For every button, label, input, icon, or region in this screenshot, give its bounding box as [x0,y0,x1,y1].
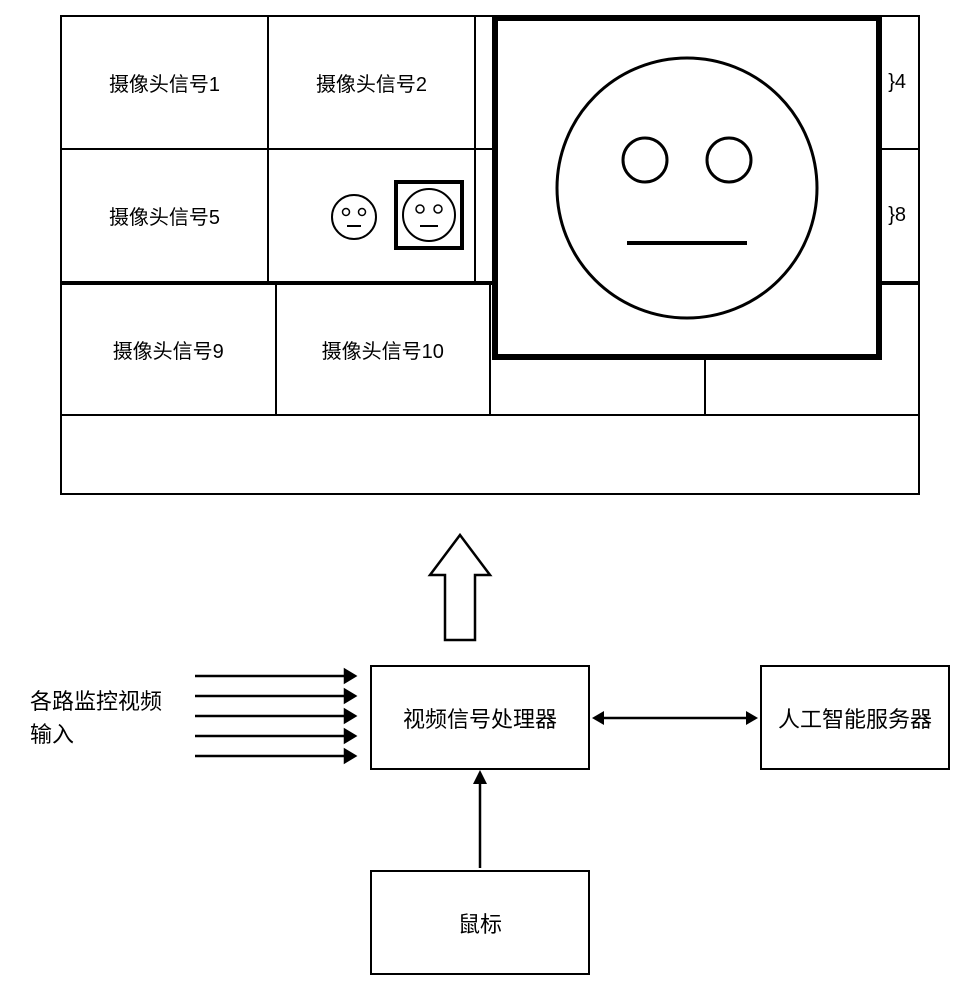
ai-server-node: 人工智能服务器 [760,665,950,770]
small-face-icon-2 [398,184,460,246]
video-wall-panel: 摄像头信号1 摄像头信号2 摄 }4 摄像头信号5 [60,15,920,495]
camera-label: }8 [888,204,906,227]
video-processor-node: 视频信号处理器 [370,665,590,770]
zoom-overlay-panel[interactable] [492,15,882,360]
node-label: 人工智能服务器 [778,702,932,734]
camera-label: 摄像头信号5 [109,201,220,230]
camera-cell-10[interactable]: 摄像头信号10 [277,285,492,414]
camera-cell-6[interactable] [269,150,476,281]
face-detection-box[interactable] [394,180,464,250]
input-arrows-icon [195,662,375,782]
bidirectional-arrow-icon [590,703,770,733]
node-label: 鼠标 [458,907,502,939]
node-label: 视频信号处理器 [403,702,557,734]
camera-label: 摄像头信号2 [316,68,427,97]
camera-label: 摄像头信号1 [109,68,220,97]
mouse-node: 鼠标 [370,870,590,975]
small-face-icon-1 [329,192,379,242]
input-video-label: 各路监控视频 输入 [30,685,162,751]
camera-cell-2[interactable]: 摄像头信号2 [269,17,476,148]
camera-cell-5[interactable]: 摄像头信号5 [62,150,269,281]
data-flow-up-arrow-icon [420,530,500,650]
camera-label: 摄像头信号9 [113,335,224,364]
camera-label: 摄像头信号10 [322,335,444,364]
large-face-icon [537,38,837,338]
mouse-to-processor-arrow-icon [465,768,495,878]
camera-cell-1[interactable]: 摄像头信号1 [62,17,269,148]
camera-cell-9[interactable]: 摄像头信号9 [62,285,277,414]
camera-label: }4 [888,71,906,94]
